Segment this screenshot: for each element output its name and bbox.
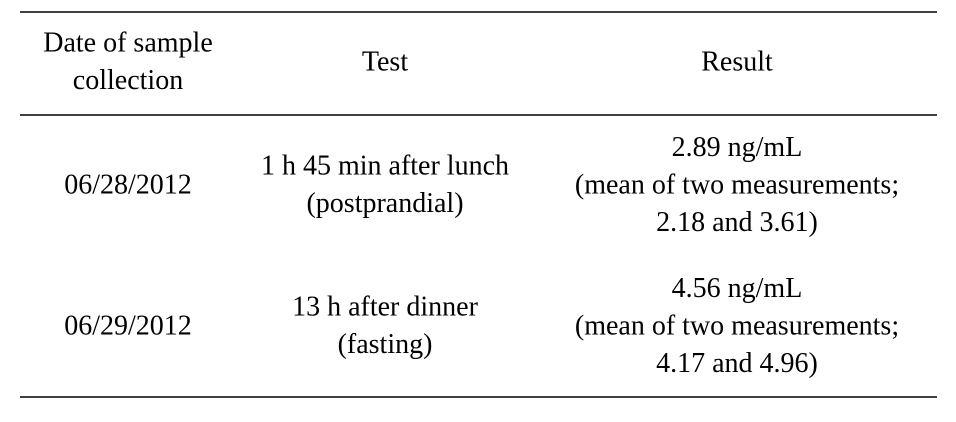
table-cell: (mean of two measurements; [575, 310, 899, 341]
table-cell: 13 h after dinner [292, 292, 478, 323]
table-cell: (postprandial) [306, 188, 463, 219]
table-cell: 06/29/2012 [64, 310, 192, 341]
table-cell: 4.17 and 4.96) [656, 348, 818, 379]
table-cell: 06/28/2012 [64, 169, 192, 200]
table-cell: (mean of two measurements; [575, 169, 899, 200]
table-cell: (fasting) [338, 329, 433, 360]
table-cell: 2.89 ng/mL [672, 132, 803, 163]
table-cell: 1 h 45 min after lunch [261, 151, 509, 182]
table-cell: 2.18 and 3.61) [656, 207, 818, 238]
header-cell: Date of sample [43, 28, 213, 59]
header-cell: Test [362, 46, 408, 77]
header-cell: Result [701, 46, 773, 77]
header-cell: collection [73, 65, 183, 96]
table-cell: 4.56 ng/mL [672, 273, 803, 304]
